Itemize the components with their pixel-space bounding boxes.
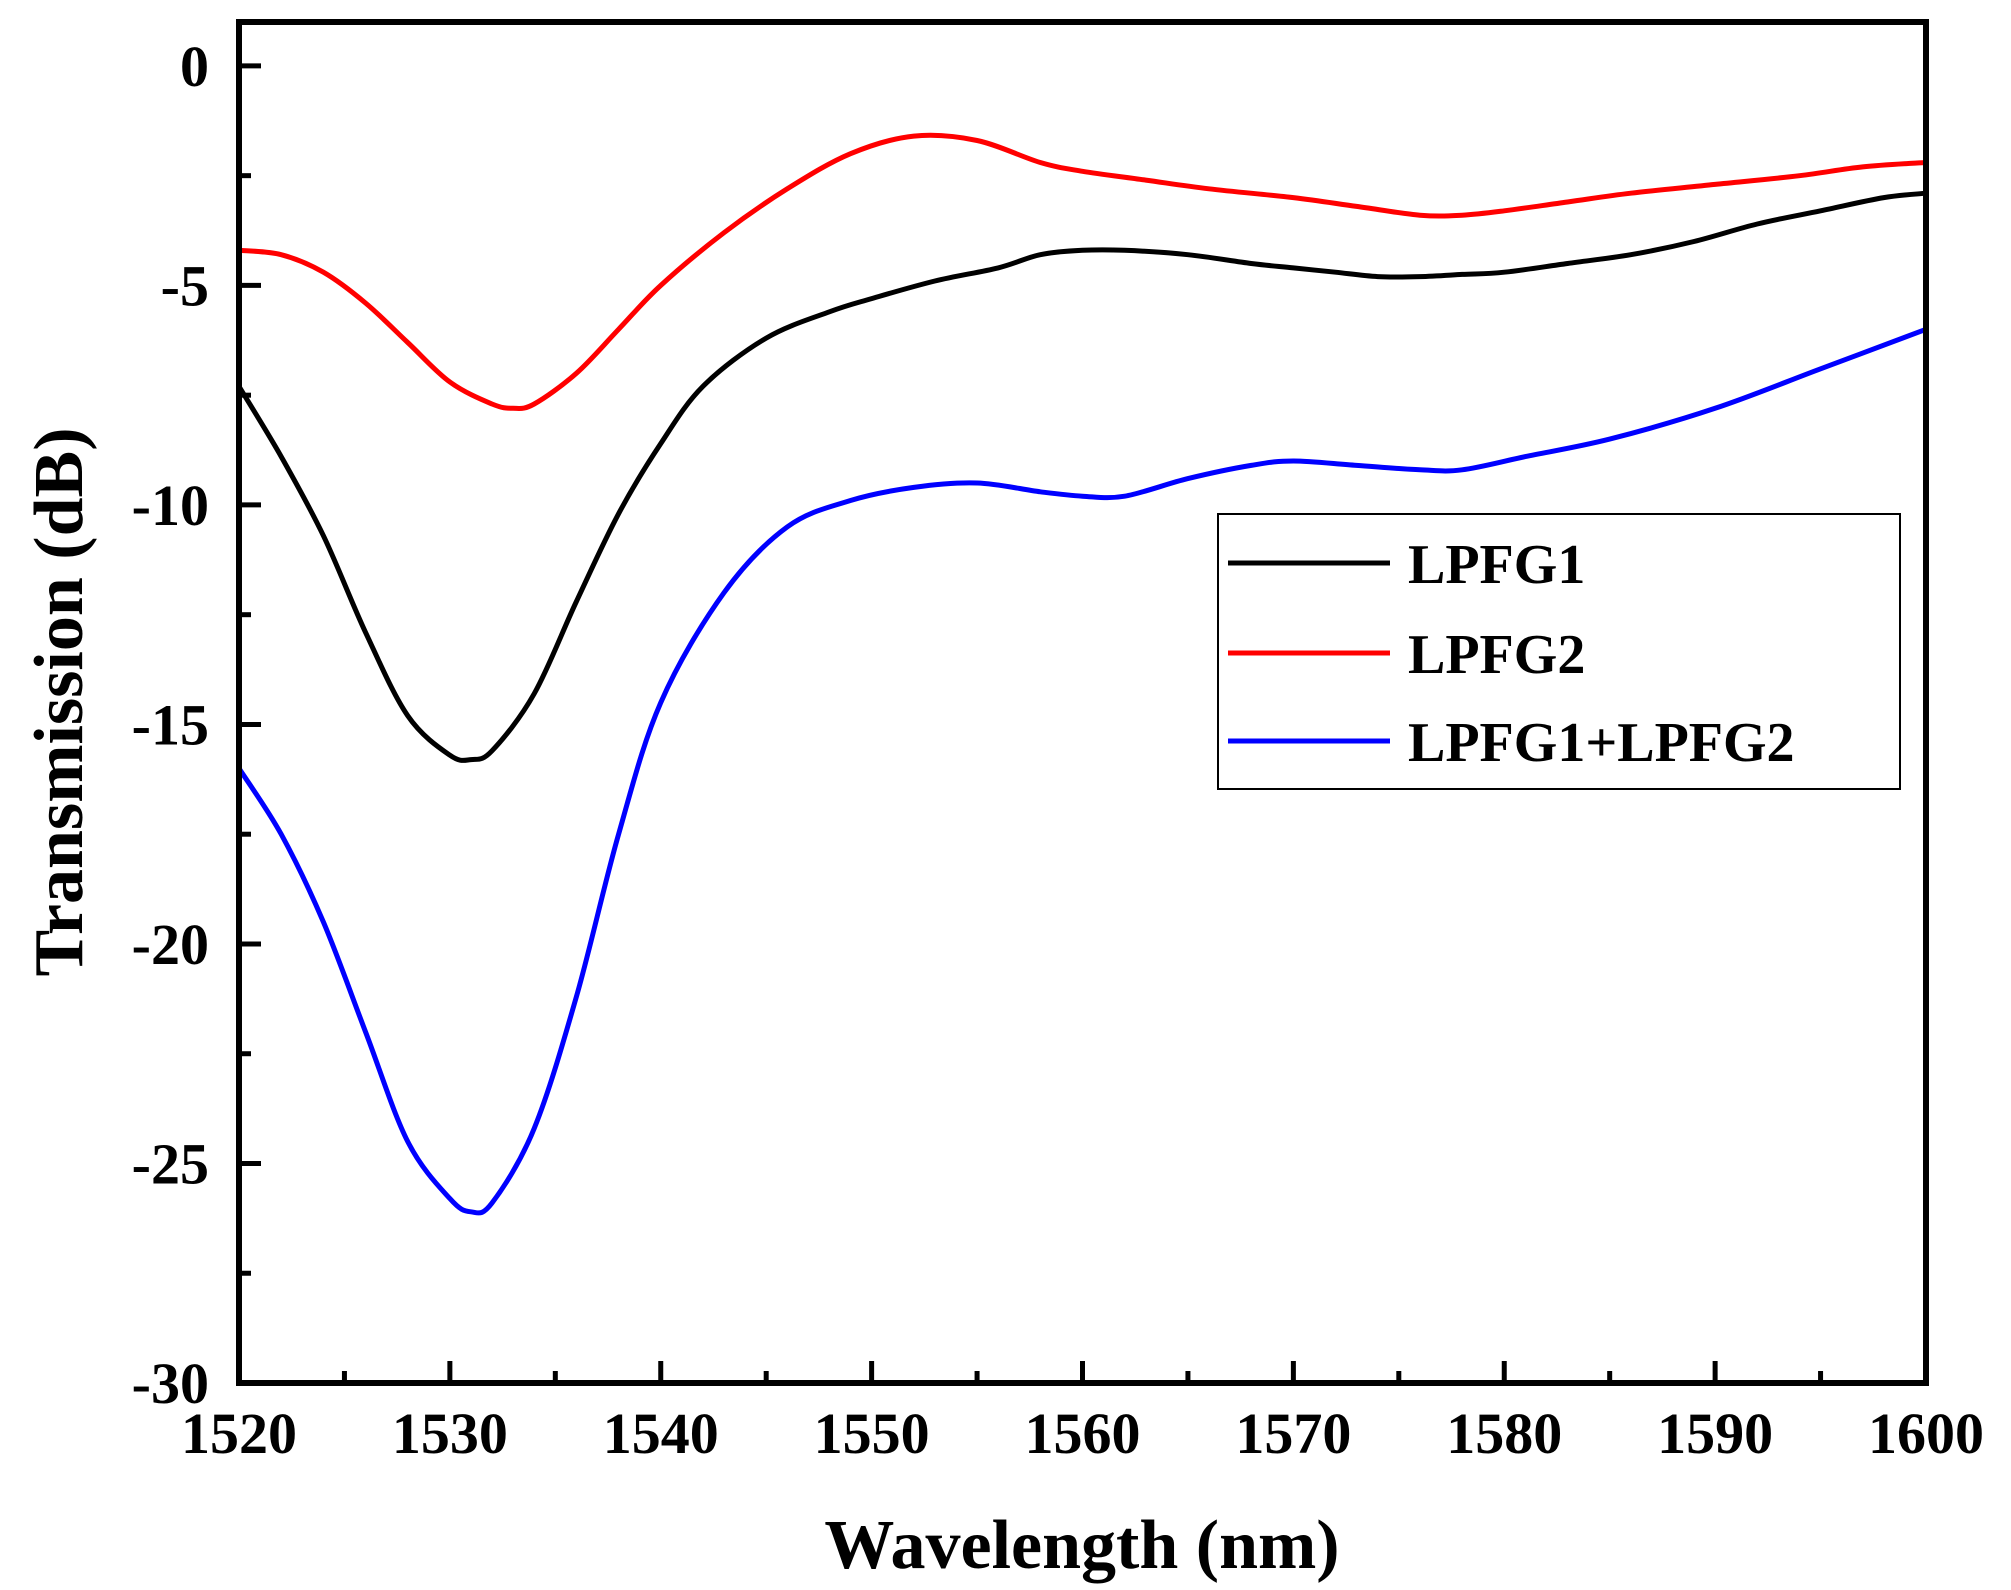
y-tick-label: -20	[132, 912, 209, 977]
x-tick-label: 1520	[181, 1401, 297, 1466]
series-line-lpfg1	[236, 190, 1927, 763]
x-tick-label: 1570	[1235, 1401, 1351, 1466]
axis-layer: 1520 1530 1540 1550 1560 1570 1580 1590 1600 0 -5 -…	[132, 34, 1984, 1466]
y-tick-label: -30	[132, 1351, 209, 1416]
x-tick-label: 1530	[392, 1401, 508, 1466]
x-tick-label: 1580	[1446, 1401, 1562, 1466]
x-tick-label: 1590	[1657, 1401, 1773, 1466]
series-line-lpfg1-lpfg2	[236, 326, 1927, 1216]
x-tick-label: 1560	[1025, 1401, 1141, 1466]
y-tick-label: -10	[132, 473, 209, 538]
y-axis-title: Transmission (dB)	[21, 427, 98, 976]
legend-label-lpfg1-lpfg2: LPFG1+LPFG2	[1408, 712, 1795, 774]
y-tick-label: -5	[161, 253, 209, 318]
y-tick-label: -25	[132, 1131, 209, 1196]
legend-label-lpfg1: LPFG1	[1408, 534, 1585, 596]
x-tick-label: 1550	[814, 1401, 930, 1466]
x-axis-title: Wavelength (nm)	[824, 1507, 1339, 1584]
legend: LPFG1 LPFG2 LPFG1+LPFG2	[1217, 513, 1901, 790]
x-tick-label: 1600	[1868, 1401, 1984, 1466]
x-tick-label: 1540	[603, 1401, 719, 1466]
series-line-lpfg2	[238, 132, 1927, 411]
y-tick-label: -15	[132, 692, 209, 757]
legend-label-lpfg2: LPFG2	[1408, 624, 1585, 686]
y-tick-label: 0	[180, 34, 209, 99]
series-layer	[236, 132, 1927, 1216]
